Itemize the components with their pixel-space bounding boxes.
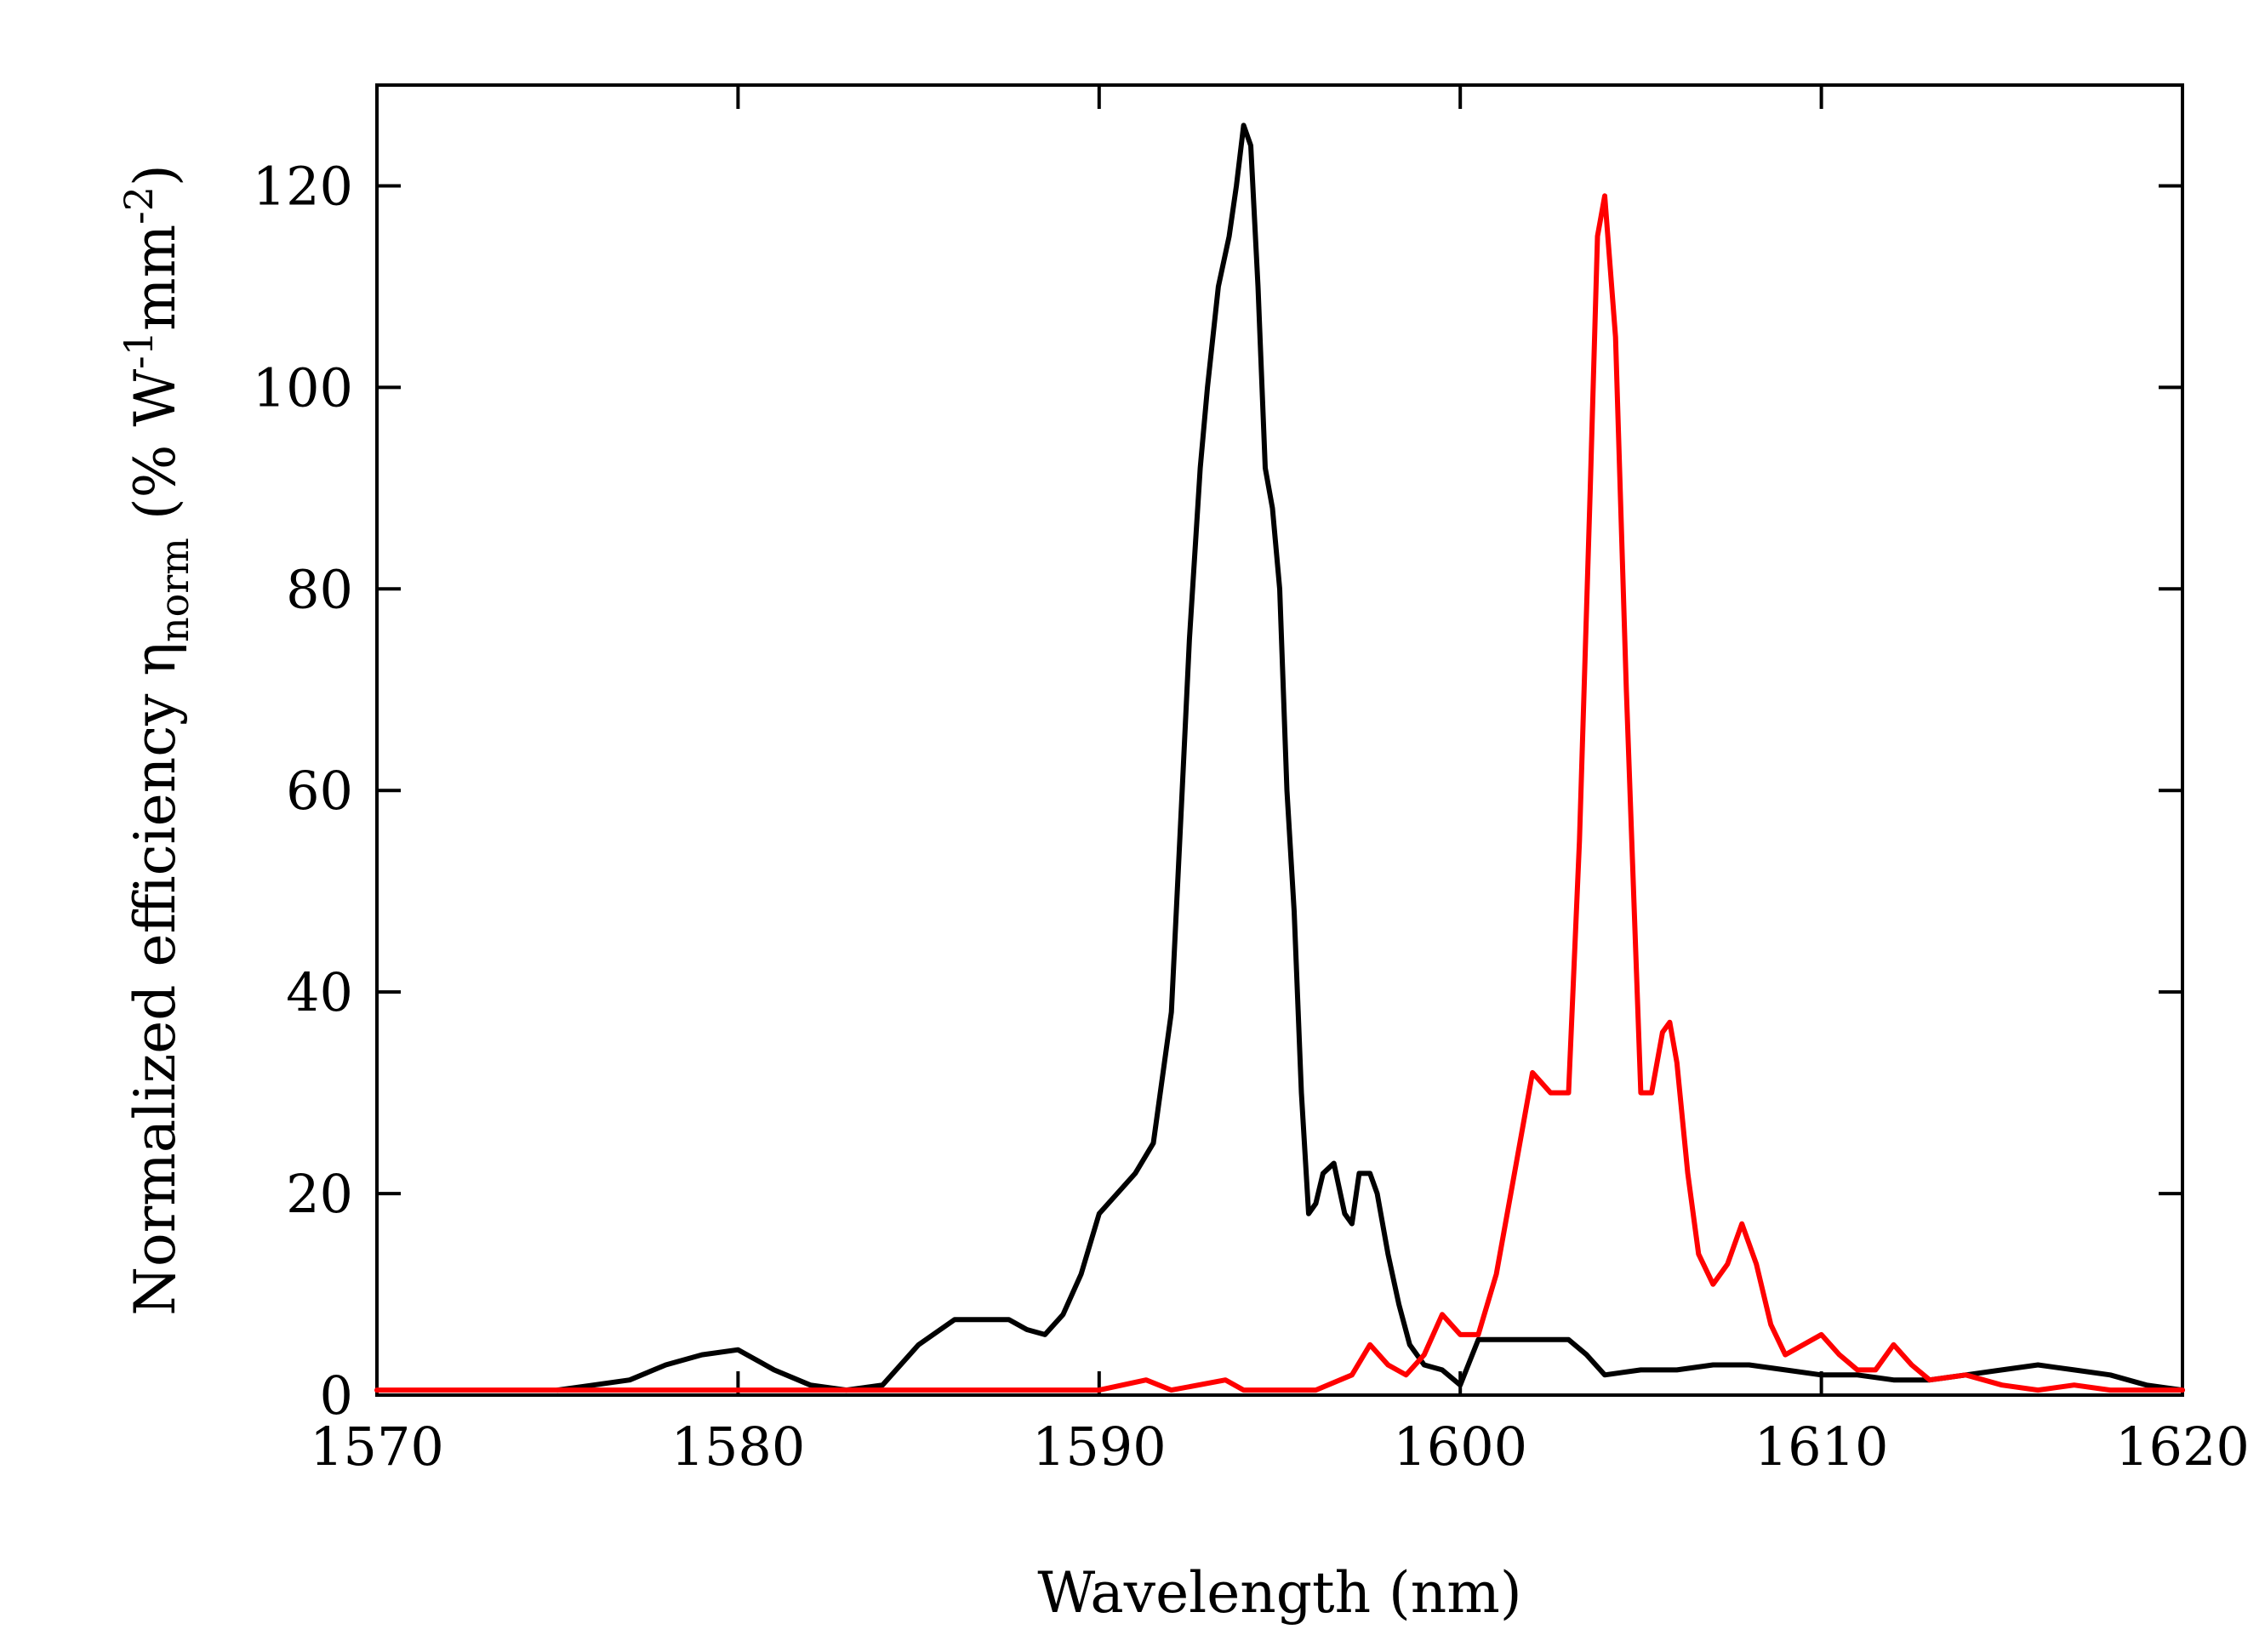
y-tick-label: 120 [253,155,353,217]
y-tick-label: 100 [253,356,353,419]
y-tick-label: 80 [286,558,353,620]
y-tick-label: 40 [286,961,353,1023]
x-tick-label: 1610 [1754,1416,1889,1478]
y-axis-title-close: ) [123,164,188,186]
series-line-black [555,122,2185,1393]
series-layer [374,122,2185,1393]
x-tick-label: 1590 [1032,1416,1167,1478]
x-tick-label: 1570 [310,1416,444,1478]
y-axis-title-mid: mm [123,225,188,331]
x-tick-label: 1620 [2115,1416,2250,1478]
y-tick-label: 60 [286,760,353,822]
y-tick-labels: 0 20 40 60 80 100 120 [253,155,353,1427]
x-tick-label: 1580 [671,1416,806,1478]
y-tick-label: 0 [320,1364,353,1427]
series-line-red [374,193,2185,1393]
y-axis-title-sup2: -2 [116,186,162,225]
y-axis-title: Normalized efficiency ηnorm (% W-1mm-2) [116,164,197,1315]
x-tick-labels: 1570 1580 1590 1600 1610 1620 [310,1416,2250,1478]
y-axis-title-open: (% W [123,369,188,538]
axis-ticks [375,85,2184,1397]
y-axis-title-sup1: -1 [116,331,162,369]
y-axis-title-main: Normalized efficiency η [123,642,188,1316]
plot-frame [375,83,2184,1397]
x-tick-label: 1600 [1393,1416,1527,1478]
y-tick-label: 20 [286,1163,353,1225]
y-axis-title-sub: norm [151,538,197,642]
x-axis-title: Wavelength (nm) [1037,1560,1521,1626]
